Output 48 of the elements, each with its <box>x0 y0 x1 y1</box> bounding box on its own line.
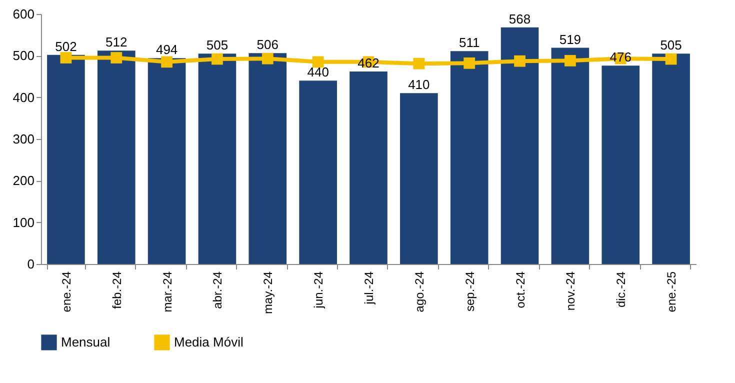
bar <box>248 53 287 264</box>
data-label: 511 <box>458 35 480 50</box>
x-tick-label: ago.-24 <box>412 271 426 312</box>
x-tick-label: ene.-25 <box>664 271 679 312</box>
data-label: 568 <box>508 11 531 26</box>
x-tick-label: feb.-24 <box>110 271 124 309</box>
data-label: 506 <box>256 37 279 52</box>
y-tick-label: 400 <box>12 90 34 105</box>
data-label: 512 <box>106 34 128 50</box>
data-label: 462 <box>358 56 380 70</box>
x-tick-label: mar.-24 <box>160 271 174 312</box>
y-tick-label: 100 <box>12 214 34 230</box>
y-tick-label: 300 <box>12 132 34 146</box>
bar <box>148 58 186 264</box>
data-label: 440 <box>307 64 329 80</box>
bar <box>299 80 337 264</box>
data-label: 505 <box>206 38 228 53</box>
data-label: 410 <box>408 77 430 92</box>
x-tick-label: jul.-24 <box>362 271 376 306</box>
x-tick-label: dic.-24 <box>614 271 628 308</box>
y-tick-label: 500 <box>12 48 34 64</box>
x-tick-label: jun.-24 <box>312 271 326 310</box>
x-tick-label: oct.-24 <box>513 271 528 308</box>
x-tick-label: sep.-24 <box>462 271 477 312</box>
data-label: 519 <box>559 32 582 47</box>
bar <box>551 48 590 264</box>
bar <box>500 27 539 264</box>
legend-label: Mensual <box>61 334 110 350</box>
bar <box>450 51 488 264</box>
bar <box>652 54 690 264</box>
bar <box>350 72 388 264</box>
x-tick-label: nov.-24 <box>564 271 578 311</box>
x-tick-label: may.-24 <box>261 271 276 314</box>
x-tick-label: abr.-24 <box>210 271 225 309</box>
bar <box>47 54 85 264</box>
bar <box>602 66 640 264</box>
y-tick-label: 600 <box>12 6 34 22</box>
y-tick-label: 200 <box>12 173 34 188</box>
bar <box>97 50 136 264</box>
y-tick-label: 0 <box>27 256 34 272</box>
data-label: 494 <box>156 42 178 58</box>
data-label: 505 <box>660 38 682 53</box>
bar <box>400 93 438 264</box>
bar <box>198 54 236 264</box>
data-label: 476 <box>610 50 632 65</box>
x-tick-label: ene.-24 <box>59 271 74 312</box>
legend-label: Media Móvil <box>174 334 244 350</box>
data-label: 502 <box>55 38 77 54</box>
